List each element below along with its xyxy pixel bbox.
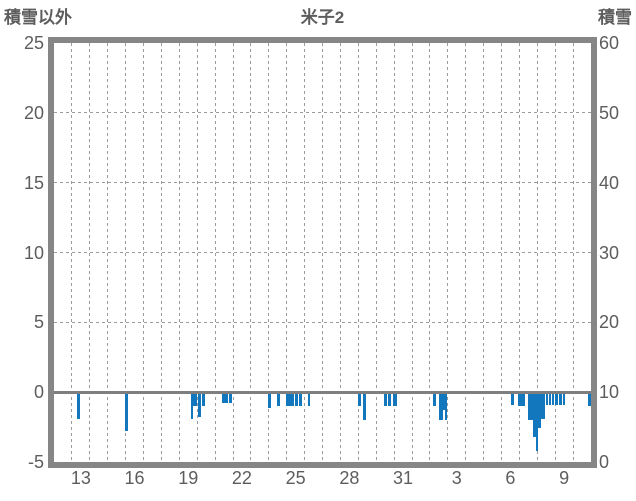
x-axis-tick-label: 28 [339,468,360,488]
value-gridline [54,112,591,114]
data-bar [433,392,436,407]
data-bar [559,392,562,405]
data-bar [546,392,548,405]
data-bar [541,392,545,419]
data-bar [229,392,232,404]
value-gridline [54,252,591,253]
data-bar [549,392,551,405]
data-bar [439,392,443,421]
x-axis-tick-label: 6 [505,468,516,488]
data-bar [363,392,366,421]
x-axis-tick-label: 13 [70,468,91,488]
data-bar [445,392,447,421]
left-axis-tick-label: 5 [33,312,44,333]
left-axis-tick-label: 15 [23,172,44,193]
x-axis-tick-label: 19 [178,468,199,488]
data-bar [222,392,225,404]
x-axis-tick-label: 31 [393,468,414,488]
data-bar [518,392,525,407]
data-bar [77,392,80,419]
zero-line [54,390,591,394]
data-bar [555,392,558,405]
data-bar [225,392,228,404]
left-axis-tick-label: 20 [23,102,44,123]
right-axis-tick-label: 20 [599,312,620,333]
data-bar [198,392,201,418]
data-bar [299,392,302,407]
right-axis-tick-label: 40 [599,172,620,193]
plot-area [54,43,591,462]
left-axis-tick-label: -5 [27,452,44,472]
data-bar [384,392,387,407]
data-bar [536,392,538,451]
left-axis-tick-label: 10 [23,242,44,263]
data-bar [276,392,280,407]
data-bar [528,392,533,421]
right-axis-tick-label: 10 [599,382,620,403]
value-gridline [54,182,591,184]
data-bar [443,392,445,411]
data-bar [587,392,591,407]
data-bar [295,392,298,407]
data-bar [125,392,128,432]
left-axis-tick-label: 0 [33,382,44,403]
data-bar [551,392,554,405]
left-axis-title: 積雪以外 [4,8,72,27]
x-axis-tick-label: 16 [124,468,145,488]
data-bar [358,392,361,407]
value-gridline [54,321,591,323]
data-bar [388,392,391,407]
data-bar [191,392,193,419]
right-axis-tick-label: 60 [599,33,620,53]
data-bar [285,392,294,407]
right-axis-tick-label: 0 [599,452,610,472]
right-axis-tick-label: 30 [599,242,620,263]
right-axis-title: 積雪 [598,8,632,27]
x-axis-tick-label: 3 [451,468,462,488]
x-axis-tick-label: 9 [559,468,570,488]
right-axis-tick-label: 50 [599,102,620,123]
data-bar [511,392,514,405]
x-axis-tick-label: 25 [285,468,306,488]
data-bar [268,392,271,408]
data-bar [307,392,310,407]
data-bar [533,392,536,437]
left-axis-tick-label: 25 [23,33,44,53]
x-axis-tick-label: 22 [231,468,252,488]
data-bar [393,392,397,407]
data-bar [202,392,205,407]
data-bar [193,392,197,407]
data-bar [538,392,541,429]
chart-title: 米子2 [300,8,345,27]
data-bar [562,392,565,405]
